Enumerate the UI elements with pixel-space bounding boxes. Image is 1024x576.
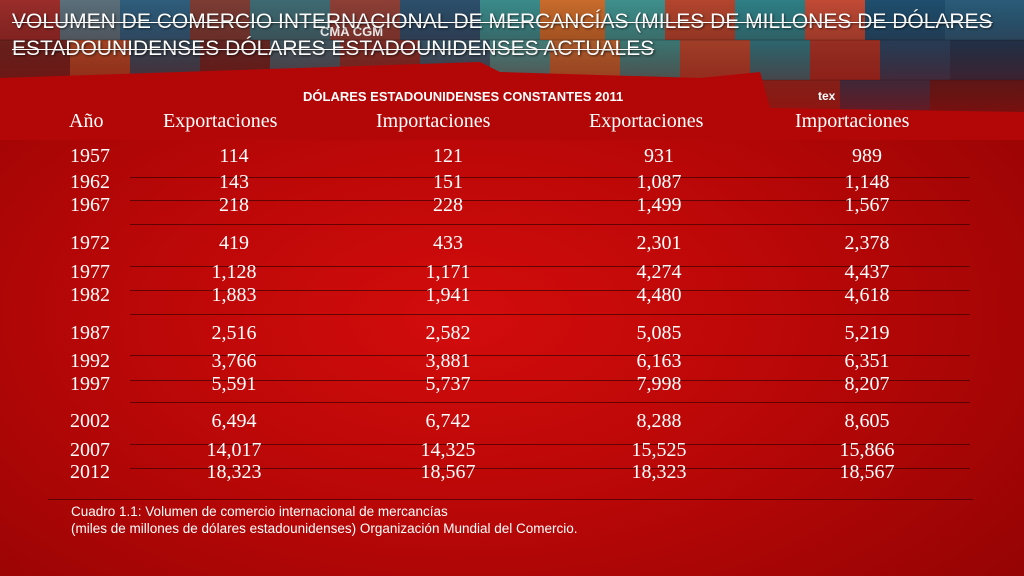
cell-exports-current: 114 [219,145,249,167]
row-divider [130,177,970,178]
container-brand-label: tex [818,89,836,103]
cell-imports-constant: 1,567 [844,194,890,216]
table-bottom-rule [48,499,973,500]
cell-imports-current: 6,742 [425,410,471,432]
cell-imports-constant: 4,437 [844,261,890,283]
table-row: 1982 1,883 1,941 4,480 4,618 [0,284,1024,308]
red-overlay-band [0,62,1024,140]
header-year: Año [69,110,104,132]
header-imports-current: Importaciones [376,110,491,132]
table-row: 2012 18,323 18,567 18,323 18,567 [0,461,1024,485]
container-yard-illustration: CMA CGM tex [0,0,1024,140]
cell-imports-constant: 8,207 [844,373,890,395]
table-subtitle: DÓLARES ESTADOUNIDENSES CONSTANTES 2011 [303,89,624,104]
cell-exports-current: 3,766 [211,350,257,372]
cell-exports-constant: 8,288 [636,410,682,432]
table-row: 1962 143 151 1,087 1,148 [0,171,1024,195]
table-row: 2002 6,494 6,742 8,288 8,605 [0,410,1024,434]
row-divider [130,355,970,356]
cell-year: 2002 [70,410,110,432]
cell-imports-current: 121 [433,145,463,167]
cell-year: 1982 [70,284,110,306]
cell-year: 1977 [70,261,110,283]
row-divider [130,290,970,291]
cell-exports-constant: 7,998 [636,373,682,395]
cell-imports-constant: 6,351 [844,350,890,372]
cell-exports-current: 2,516 [211,322,257,344]
cell-exports-current: 1,128 [211,261,257,283]
row-divider [130,468,970,469]
cell-exports-constant: 1,087 [636,171,682,193]
table-caption: Cuadro 1.1: Volumen de comercio internac… [71,503,578,537]
cell-year: 1992 [70,350,110,372]
cell-imports-current: 14,325 [420,439,476,461]
row-divider [130,444,970,445]
cell-imports-current: 5,737 [425,373,471,395]
header-imports-constant: Importaciones [795,110,910,132]
cell-exports-constant: 18,323 [631,461,687,483]
cell-imports-constant: 5,219 [844,322,890,344]
cell-exports-constant: 1,499 [636,194,682,216]
cell-exports-current: 5,591 [211,373,257,395]
cell-exports-current: 14,017 [206,439,262,461]
cell-year: 2007 [70,439,110,461]
table-row: 1977 1,128 1,171 4,274 4,437 [0,261,1024,285]
cell-year: 1972 [70,232,110,254]
cell-imports-current: 228 [433,194,463,216]
cell-imports-current: 151 [433,171,463,193]
page-title: VOLUMEN DE COMERCIO INTERNACIONAL DE MER… [12,10,993,60]
caption-line-1: Cuadro 1.1: Volumen de comercio internac… [71,504,448,519]
table-row: 1997 5,591 5,737 7,998 8,207 [0,373,1024,397]
cell-imports-current: 2,582 [425,322,471,344]
caption-line-2: (miles de millones de dólares estadounid… [71,521,578,536]
cell-exports-current: 6,494 [211,410,257,432]
cell-imports-constant: 1,148 [844,171,890,193]
cell-exports-current: 1,883 [211,284,257,306]
row-divider [130,402,970,403]
cell-exports-current: 218 [219,194,249,216]
table-row: 1967 218 228 1,499 1,567 [0,194,1024,218]
table-row: 1992 3,766 3,881 6,163 6,351 [0,350,1024,374]
cell-exports-constant: 4,480 [636,284,682,306]
container-logo-label: CMA CGM [320,24,383,39]
cell-year: 1962 [70,171,110,193]
cell-exports-constant: 15,525 [631,439,687,461]
table-row: 1957 114 121 931 989 [0,145,1024,169]
cell-imports-constant: 15,866 [839,439,895,461]
cell-imports-current: 1,941 [425,284,471,306]
cell-imports-current: 433 [433,232,463,254]
header-exports-constant: Exportaciones [589,110,704,132]
cell-year: 1967 [70,194,110,216]
cell-exports-constant: 4,274 [636,261,682,283]
cell-exports-constant: 6,163 [636,350,682,372]
row-divider [130,380,970,381]
cell-exports-current: 143 [219,171,249,193]
header-exports-current: Exportaciones [163,110,278,132]
cell-exports-constant: 931 [644,145,674,167]
cell-imports-constant: 2,378 [844,232,890,254]
cell-exports-constant: 2,301 [636,232,682,254]
table-row: 2007 14,017 14,325 15,525 15,866 [0,439,1024,463]
cell-exports-current: 419 [219,232,249,254]
cell-exports-current: 18,323 [206,461,262,483]
header-container-photo: CMA CGM tex [0,0,1024,140]
cell-imports-constant: 8,605 [844,410,890,432]
cell-year: 1997 [70,373,110,395]
cell-imports-constant: 4,618 [844,284,890,306]
table-row: 1987 2,516 2,582 5,085 5,219 [0,322,1024,346]
cell-year: 1987 [70,322,110,344]
cell-imports-constant: 989 [852,145,882,167]
cell-imports-current: 1,171 [425,261,471,283]
row-divider [130,314,970,315]
row-divider [130,200,970,201]
table-row: 1972 419 433 2,301 2,378 [0,232,1024,256]
cell-imports-current: 3,881 [425,350,471,372]
cell-year: 1957 [70,145,110,167]
cell-exports-constant: 5,085 [636,322,682,344]
row-divider [130,266,970,267]
cell-imports-constant: 18,567 [839,461,895,483]
cell-year: 2012 [70,461,110,483]
row-divider [130,224,970,225]
cell-imports-current: 18,567 [420,461,476,483]
